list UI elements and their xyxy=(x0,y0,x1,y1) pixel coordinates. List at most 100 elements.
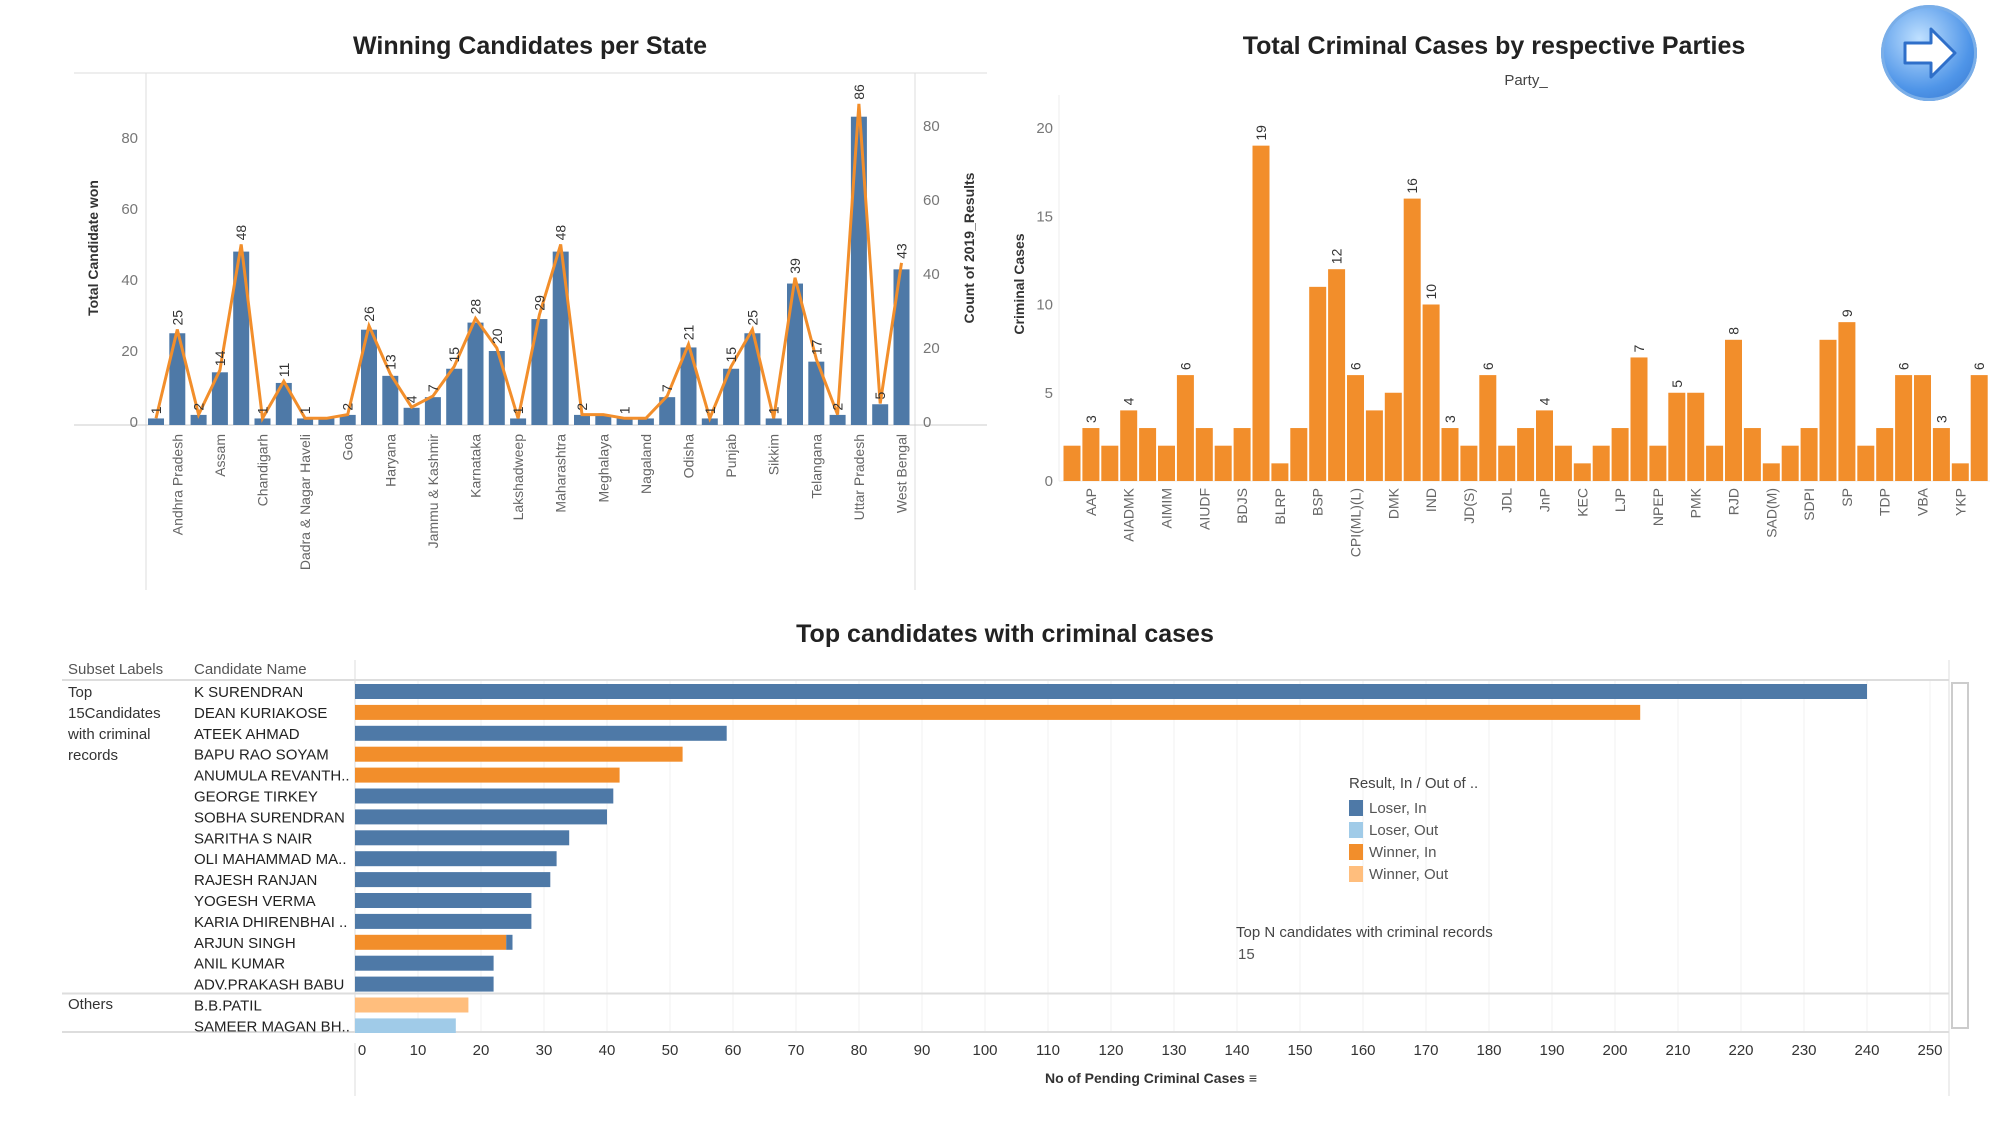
data-label: 1 xyxy=(702,406,718,414)
bar xyxy=(1611,428,1629,481)
legend-item-loser-out[interactable]: Loser, Out xyxy=(1349,819,1478,841)
data-label: 3 xyxy=(1442,415,1458,423)
bar xyxy=(1781,445,1799,481)
legend-label: Loser, Out xyxy=(1369,821,1439,839)
bar xyxy=(1441,428,1459,481)
next-page-button[interactable] xyxy=(1881,5,1977,101)
x-tick-label: CPI(ML)(L) xyxy=(1348,488,1364,557)
x-tick-label: BSP xyxy=(1310,488,1326,516)
candidate-bar xyxy=(355,746,683,762)
bar xyxy=(1932,428,1950,481)
data-label: 9 xyxy=(1839,309,1855,317)
data-label: 1 xyxy=(766,406,782,414)
data-label: 6 xyxy=(1480,362,1496,370)
group-label-top: Top 15Candidates with criminal records xyxy=(68,684,161,764)
x-tick-label: Uttar Pradesh xyxy=(851,434,867,520)
x-tick-label: NPEP xyxy=(1650,488,1666,526)
data-label: 2 xyxy=(830,403,846,411)
y2-tick-label: 20 xyxy=(923,340,940,357)
x-tick-label: 220 xyxy=(1728,1042,1753,1059)
parameter-value[interactable]: 15 xyxy=(1238,946,1255,963)
candidate-name: ADV.PRAKASH BABU xyxy=(194,977,344,994)
candidate-name: SOBHA SURENDRAN xyxy=(194,809,345,826)
clip-mask xyxy=(0,1033,1948,1043)
bar xyxy=(1951,463,1969,481)
bar xyxy=(403,407,420,425)
bar xyxy=(808,361,825,425)
x-tick-label: Chandigarh xyxy=(255,434,271,506)
x-axis-title: No of Pending Criminal Cases ≡ xyxy=(1045,1070,1257,1086)
legend-item-winner-out[interactable]: Winner, Out xyxy=(1349,863,1478,885)
data-label: 29 xyxy=(531,295,547,311)
x-tick-label: 30 xyxy=(536,1042,553,1059)
bar xyxy=(850,116,867,425)
data-label: 10 xyxy=(1423,284,1439,300)
candidate-bar xyxy=(355,893,532,908)
candidate-bar xyxy=(355,934,507,950)
x-tick-label: Odisha xyxy=(681,434,697,479)
candidate-bar xyxy=(355,830,570,846)
bar xyxy=(1120,410,1138,481)
x-tick-label: 40 xyxy=(599,1042,616,1059)
legend-item-loser-in[interactable]: Loser, In xyxy=(1349,797,1478,819)
bar xyxy=(1347,375,1364,481)
x-tick-label: BLRP xyxy=(1272,488,1288,525)
data-label: 11 xyxy=(276,363,292,378)
header-subset-labels: Subset Labels xyxy=(68,661,164,678)
x-tick-label: 130 xyxy=(1161,1042,1186,1059)
bar xyxy=(1271,463,1289,481)
candidate-bar xyxy=(355,704,1641,720)
line-series xyxy=(154,103,903,423)
legend-item-winner-in[interactable]: Winner, In xyxy=(1349,841,1478,863)
bar xyxy=(1365,410,1383,481)
bar xyxy=(211,372,228,425)
x-tick-label: TDP xyxy=(1877,488,1893,516)
x-tick-label: 60 xyxy=(725,1042,742,1059)
x-tick-label: 200 xyxy=(1602,1042,1627,1059)
data-label: 2 xyxy=(191,403,207,411)
candidate-bar xyxy=(355,684,1867,699)
bar xyxy=(893,269,910,425)
bar xyxy=(190,414,207,425)
scrollbar[interactable] xyxy=(1951,682,1969,1029)
x-tick-label: Nagaland xyxy=(638,434,654,494)
bar xyxy=(1857,445,1875,481)
x-tick-label: 20 xyxy=(473,1042,490,1059)
legend-label: Loser, In xyxy=(1369,799,1427,817)
bar xyxy=(872,404,889,425)
bar xyxy=(446,368,463,425)
bar xyxy=(382,375,399,425)
x-tick-label: Assam xyxy=(212,434,228,477)
bar xyxy=(1082,428,1100,481)
data-label: 14 xyxy=(212,350,228,366)
bar xyxy=(1063,445,1081,481)
bar xyxy=(787,283,803,425)
x-tick-label: AIADMK xyxy=(1121,487,1137,541)
x-tick-label: SP xyxy=(1839,488,1855,507)
data-label: 3 xyxy=(1933,415,1949,423)
bar xyxy=(254,418,271,425)
bar xyxy=(829,414,846,425)
candidate-name: K SURENDRAN xyxy=(194,684,303,701)
x-tick-label: Goa xyxy=(340,434,356,461)
x-tick-label: Karnataka xyxy=(468,434,484,498)
data-label: 1 xyxy=(255,406,271,414)
sort-icon[interactable]: ≡ xyxy=(1248,1070,1257,1086)
bar xyxy=(1384,392,1402,481)
y-tick-label: 20 xyxy=(121,343,138,360)
bar xyxy=(1573,463,1591,481)
bar xyxy=(148,418,164,425)
bar xyxy=(339,414,356,425)
data-label: 6 xyxy=(1896,362,1912,370)
bar xyxy=(616,418,633,425)
x-tick-label: PMK xyxy=(1688,487,1704,518)
y2-tick-label: 40 xyxy=(923,266,940,283)
y-tick-label: 10 xyxy=(1036,297,1053,314)
data-label: 4 xyxy=(1121,397,1137,405)
data-label: 19 xyxy=(1253,125,1269,141)
x-tick-label: 230 xyxy=(1791,1042,1816,1059)
bar xyxy=(723,368,740,425)
bar xyxy=(531,319,548,425)
bar xyxy=(595,414,612,425)
